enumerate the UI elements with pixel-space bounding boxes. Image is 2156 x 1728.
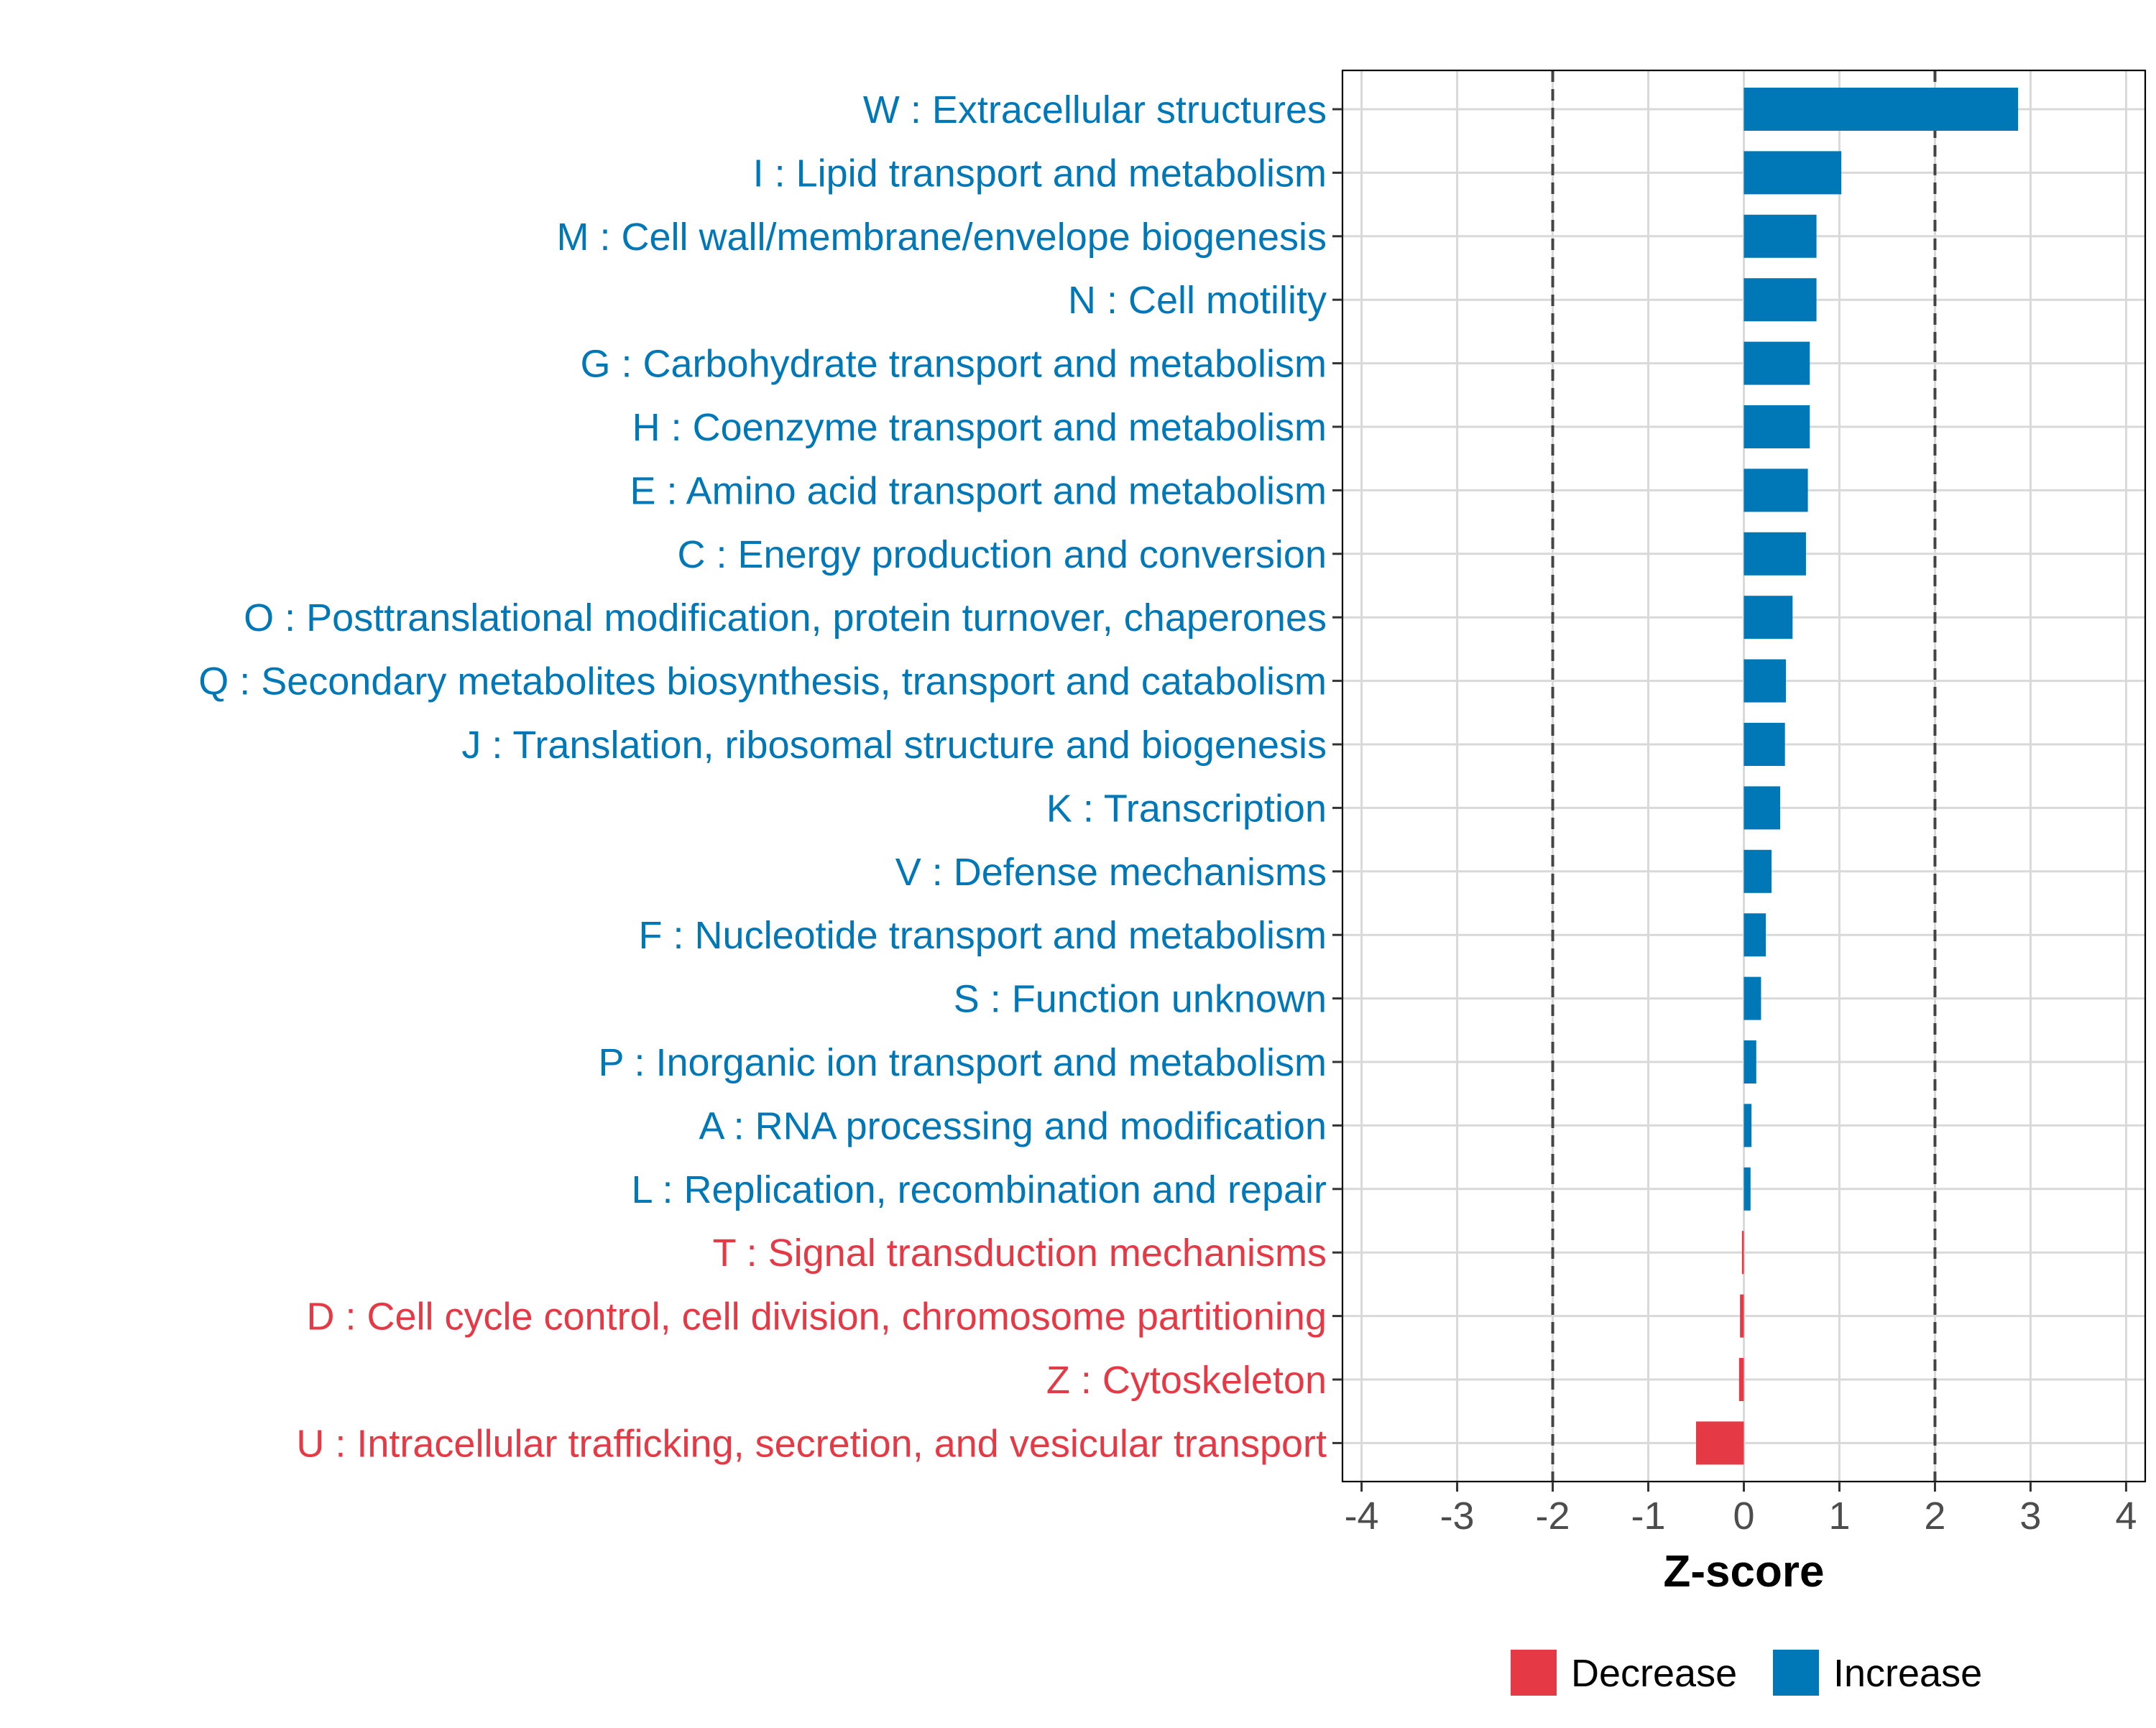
x-tick-label: -4 xyxy=(1345,1494,1379,1538)
category-label: E : Amino acid transport and metabolism xyxy=(630,469,1327,512)
bar[interactable] xyxy=(1743,786,1781,830)
bars xyxy=(1696,88,2019,1465)
y-axis-ticks xyxy=(1332,108,1342,1444)
bar[interactable] xyxy=(1743,88,2019,131)
threshold-lines xyxy=(1551,70,1937,1482)
bar[interactable] xyxy=(1743,405,1810,448)
category-label: G : Carbohydrate transport and metabolis… xyxy=(581,343,1327,386)
x-tick-label: -1 xyxy=(1631,1494,1666,1538)
x-tick-label: -3 xyxy=(1440,1494,1475,1538)
category-label: V : Defense mechanisms xyxy=(895,851,1327,894)
x-axis-tick-labels: -4 -3 -2 -1 0 1 2 3 4 xyxy=(1345,1494,2137,1538)
category-label: U : Intracellular trafficking, secretion… xyxy=(296,1422,1327,1465)
bar[interactable] xyxy=(1741,1231,1744,1275)
bar[interactable] xyxy=(1743,976,1761,1020)
legend[interactable]: Decrease Increase xyxy=(1511,1650,1982,1696)
x-tick-label: 1 xyxy=(1828,1494,1850,1538)
category-label: K : Transcription xyxy=(1046,787,1327,830)
bar[interactable] xyxy=(1743,151,1842,195)
bar[interactable] xyxy=(1743,596,1793,639)
legend-key xyxy=(1773,1650,1819,1696)
category-label: C : Energy production and conversion xyxy=(677,533,1327,576)
category-label: A : RNA processing and modification xyxy=(699,1104,1327,1147)
category-label: M : Cell wall/membrane/envelope biogenes… xyxy=(556,216,1327,259)
legend-item-decrease[interactable]: Decrease xyxy=(1511,1650,1737,1696)
bar[interactable] xyxy=(1743,278,1817,322)
bar[interactable] xyxy=(1743,1167,1751,1211)
x-tick-label: -2 xyxy=(1536,1494,1570,1538)
x-tick-label: 3 xyxy=(2019,1494,2041,1538)
bar[interactable] xyxy=(1696,1421,1744,1465)
x-tick-label: 4 xyxy=(2115,1494,2137,1538)
x-axis-ticks xyxy=(1360,1482,2127,1492)
legend-key xyxy=(1511,1650,1557,1696)
category-label: W : Extracellular structures xyxy=(863,88,1327,131)
category-label: P : Inorganic ion transport and metaboli… xyxy=(598,1041,1327,1084)
bar[interactable] xyxy=(1743,468,1808,512)
category-label: D : Cell cycle control, cell division, c… xyxy=(306,1295,1327,1339)
category-label: O : Posttranslational modification, prot… xyxy=(244,596,1327,639)
bar[interactable] xyxy=(1743,341,1810,385)
legend-label: Increase xyxy=(1833,1652,1982,1695)
category-label: F : Nucleotide transport and metabolism xyxy=(639,914,1327,957)
bar[interactable] xyxy=(1740,1294,1744,1338)
bar[interactable] xyxy=(1743,659,1787,703)
category-label: I : Lipid transport and metabolism xyxy=(753,152,1327,195)
bar[interactable] xyxy=(1743,214,1817,258)
category-label: T : Signal transduction mechanisms xyxy=(713,1232,1327,1275)
bar[interactable] xyxy=(1743,1040,1756,1084)
bar[interactable] xyxy=(1743,1104,1752,1147)
category-label: N : Cell motility xyxy=(1068,279,1327,322)
bar[interactable] xyxy=(1743,532,1806,576)
category-label: S : Function unknown xyxy=(954,978,1327,1021)
category-label: L : Replication, recombination and repai… xyxy=(631,1168,1327,1211)
x-tick-label: 2 xyxy=(1924,1494,1945,1538)
bar[interactable] xyxy=(1743,913,1766,957)
bar[interactable] xyxy=(1743,849,1772,893)
y-axis-category-labels: W : Extracellular structures I : Lipid tr… xyxy=(198,88,1327,1465)
bar[interactable] xyxy=(1738,1358,1744,1401)
legend-label: Decrease xyxy=(1571,1652,1737,1695)
legend-item-increase[interactable]: Increase xyxy=(1773,1650,1982,1696)
category-label: J : Translation, ribosomal structure and… xyxy=(461,724,1327,767)
category-label: Z : Cytoskeleton xyxy=(1046,1359,1327,1402)
category-label: Q : Secondary metabolites biosynthesis, … xyxy=(198,660,1327,703)
x-tick-label: 0 xyxy=(1733,1494,1754,1538)
bar[interactable] xyxy=(1743,723,1785,766)
category-label: H : Coenzyme transport and metabolism xyxy=(632,406,1327,449)
x-axis-title: Z-score xyxy=(1664,1547,1825,1597)
